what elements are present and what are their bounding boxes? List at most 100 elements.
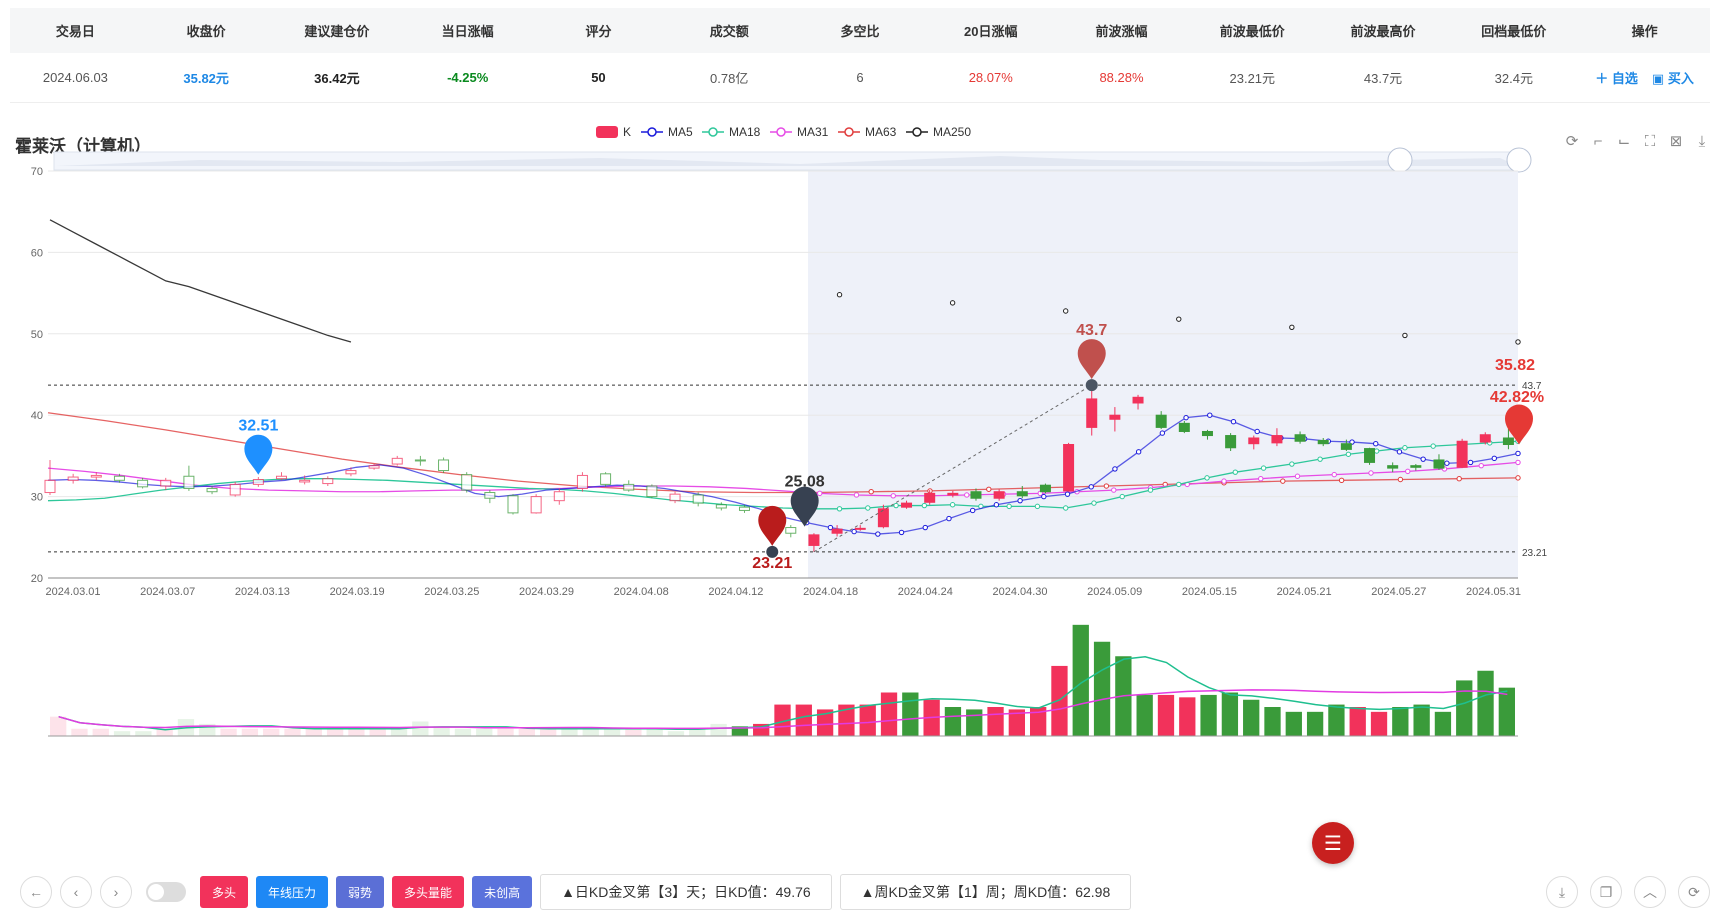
- menu-button[interactable]: ☰: [1312, 822, 1354, 864]
- refresh-icon: ⟳: [1688, 883, 1700, 900]
- ma5-point: [1349, 439, 1355, 445]
- ma18-point: [1091, 500, 1097, 506]
- candle-body: [1178, 422, 1190, 432]
- candle-body: [808, 534, 820, 546]
- volume-bar: [902, 692, 919, 736]
- legend-swatch-dot: [844, 127, 854, 137]
- volume-bar: [390, 728, 408, 736]
- bottom-toolbar: ← ‹ › 多头 年线压力 弱势 多头量能 未创高 ▲日KD金叉第【3】天；日K…: [20, 874, 1710, 910]
- candle-body: [1410, 465, 1422, 468]
- chart-title: 霍莱沃（计算机）: [15, 137, 151, 156]
- download-button[interactable]: ⤓: [1546, 876, 1578, 908]
- legend-item-ma18[interactable]: MA18: [702, 125, 761, 139]
- buy-button[interactable]: ▣ 买入: [1652, 68, 1694, 87]
- legend-item-ma63[interactable]: MA63: [838, 125, 897, 139]
- fullscreen-icon[interactable]: ⛶: [1644, 133, 1656, 150]
- ma18-point: [1402, 445, 1408, 451]
- ma31-point: [853, 492, 860, 498]
- prev-button[interactable]: ‹: [60, 876, 92, 908]
- zoom-back-icon[interactable]: ⌙: [1617, 133, 1631, 150]
- candle-body: [970, 491, 982, 499]
- tag-bull[interactable]: 多头: [200, 876, 249, 908]
- tag-weak[interactable]: 弱势: [336, 876, 385, 908]
- copy-icon: ❐: [1599, 883, 1613, 900]
- candle: [1387, 462, 1399, 473]
- volume-bar: [135, 731, 152, 736]
- header-ops: 操作: [1631, 24, 1658, 39]
- ma18-point: [893, 502, 899, 509]
- candle: [854, 525, 866, 531]
- volume-bar: [433, 726, 450, 736]
- candle: [414, 455, 426, 466]
- volume-bar: [518, 728, 535, 736]
- next-button[interactable]: ›: [100, 876, 132, 908]
- volume-bar: [1136, 694, 1153, 736]
- candle-body: [623, 483, 635, 491]
- volume-bar: [1498, 687, 1515, 736]
- ma31-point: [1294, 473, 1301, 479]
- restore-icon[interactable]: ⊠: [1669, 133, 1683, 150]
- refresh-icon[interactable]: ⟳: [1565, 133, 1579, 150]
- candle: [1364, 447, 1376, 465]
- tag-no-new-high[interactable]: 未创高: [472, 876, 533, 908]
- copy-button[interactable]: ❐: [1590, 876, 1622, 908]
- volume-bar: [348, 728, 365, 736]
- candle: [1155, 411, 1167, 430]
- tag-bull-volume[interactable]: 多头量能: [392, 876, 465, 908]
- volume-bar: [454, 728, 472, 736]
- cell-wave-high: 43.7元: [1363, 71, 1403, 86]
- menu-icon: ☰: [1324, 832, 1342, 855]
- candle-body: [345, 470, 357, 475]
- candle: [970, 488, 982, 501]
- ma63-point: [1456, 475, 1462, 482]
- volume-bar: [880, 692, 898, 736]
- ma18-point: [921, 502, 928, 509]
- scroll-top-button[interactable]: ︿: [1634, 876, 1666, 908]
- volume-bar: [369, 728, 386, 736]
- volume-bar: [795, 704, 812, 736]
- candle: [160, 477, 172, 491]
- candle: [368, 464, 380, 470]
- legend-item-k[interactable]: K: [596, 125, 631, 139]
- ma18-point: [1204, 475, 1210, 481]
- legend-swatch-dot: [647, 127, 657, 137]
- refresh-button[interactable]: ⟳: [1678, 876, 1710, 908]
- candle: [1086, 385, 1098, 436]
- back-button[interactable]: ←: [20, 876, 52, 908]
- candle-body: [553, 491, 565, 502]
- candle: [345, 467, 357, 477]
- x-tick-label: 2024.05.09: [1087, 586, 1142, 598]
- ma5-point: [1254, 428, 1260, 435]
- candle-body: [299, 479, 311, 483]
- header-suggest: 建议建仓价: [304, 24, 370, 39]
- volume-bar: [838, 704, 855, 736]
- cell-score: 50: [591, 70, 606, 85]
- ma250-point: [1062, 308, 1069, 314]
- candle-body: [1387, 465, 1399, 469]
- legend-item-ma250[interactable]: MA250: [906, 125, 971, 139]
- volume-bar: [412, 721, 429, 736]
- buy-icon: ▣: [1651, 71, 1668, 86]
- low-marker: 23.21: [752, 505, 792, 572]
- kline-chart[interactable]: 20 30 40 50 60 70 2024.03.01 2024.03.07 2024.03.…: [0, 0, 1720, 870]
- legend-label: MA5: [668, 125, 693, 139]
- legend-item-ma31[interactable]: MA31: [770, 125, 829, 139]
- candle: [322, 476, 334, 487]
- download-icon[interactable]: ⤓: [1698, 133, 1706, 150]
- candle-body: [947, 492, 959, 496]
- zoom-handle-left: [1387, 147, 1413, 173]
- volume-bar: [1179, 697, 1196, 736]
- mode-toggle[interactable]: [146, 882, 186, 902]
- candle: [646, 484, 658, 499]
- candle-body: [44, 479, 56, 494]
- ma5-point: [1491, 455, 1497, 462]
- zoom-select-icon[interactable]: ⌐: [1593, 133, 1603, 150]
- tag-year-pressure[interactable]: 年线压力: [256, 876, 329, 908]
- y-tick-label: 50: [31, 329, 43, 341]
- x-tick-label: 2024.03.07: [140, 586, 195, 598]
- ma18-point: [1260, 465, 1267, 471]
- ma63-line: [47, 412, 1519, 494]
- high-marker-shape: [1077, 339, 1106, 380]
- legend-item-ma5[interactable]: MA5: [641, 125, 693, 139]
- add-watchlist-button[interactable]: ＋ 自选: [1595, 71, 1638, 86]
